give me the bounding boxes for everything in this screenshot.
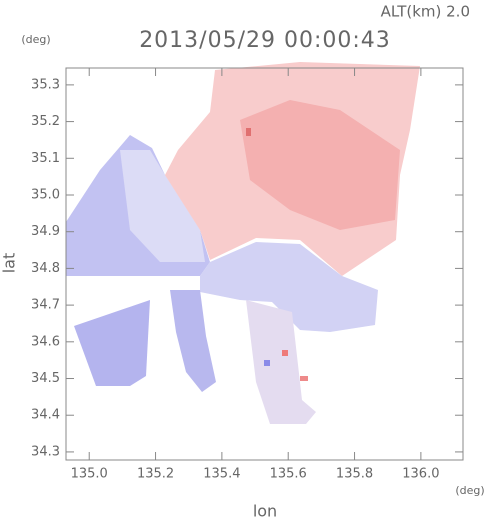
y-tick-label: 35.3 [31, 77, 60, 92]
approaching-region [170, 290, 216, 392]
x-tick-label: 135.4 [203, 467, 240, 482]
chart-title: 2013/05/29 00:00:43 [139, 28, 391, 53]
approaching-region [200, 242, 378, 332]
y-tick-label: 34.3 [31, 444, 60, 459]
altitude-label: ALT(km) 2.0 [381, 3, 470, 21]
y-tick-label: 35.0 [31, 187, 60, 202]
y-tick-label: 34.4 [31, 408, 60, 423]
y-tick-label: 34.6 [31, 334, 60, 349]
x-unit: (deg) [455, 484, 484, 497]
receding-cell [300, 376, 308, 381]
x-tick-label: 136.0 [402, 467, 439, 482]
y-tick-label: 34.7 [31, 298, 60, 313]
receding-cell [282, 350, 288, 356]
plot-frame [65, 67, 464, 461]
mixed-region [246, 300, 316, 424]
approaching-cell [264, 360, 270, 366]
receding-cell [246, 128, 251, 136]
y-unit: (deg) [21, 33, 50, 46]
approaching-region [74, 300, 150, 386]
y-tick-label: 34.5 [31, 371, 60, 386]
x-tick-label: 135.6 [270, 467, 307, 482]
x-tick-label: 135.0 [71, 467, 108, 482]
x-tick-label: 135.2 [137, 467, 174, 482]
approaching-region [120, 150, 205, 262]
receding-region [240, 100, 400, 230]
velocity-field [66, 62, 420, 424]
y-tick-label: 34.8 [31, 261, 60, 276]
y-axis-title: lat [0, 253, 19, 274]
y-tick-label: 35.2 [31, 114, 60, 129]
y-tick-label: 34.9 [31, 224, 60, 239]
x-axis-title: lon [253, 502, 277, 521]
y-tick-label: 35.1 [31, 151, 60, 166]
x-tick-label: 135.8 [336, 467, 373, 482]
